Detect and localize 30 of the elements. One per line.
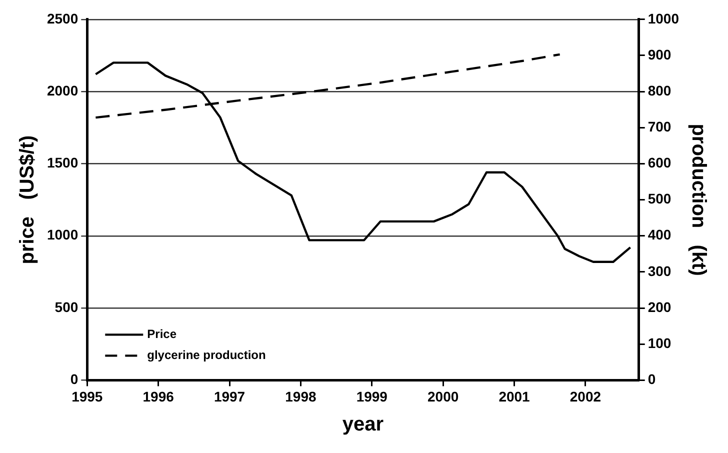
y-tick-label: 0 xyxy=(70,371,78,388)
legend-label: Price xyxy=(147,327,177,342)
y-axis-title: price (US$/t) xyxy=(16,135,39,264)
y-tick-label: 2500 xyxy=(46,10,78,26)
x-tick-label: 1998 xyxy=(285,388,316,404)
x-tick-label: 1997 xyxy=(214,388,246,404)
x-axis-title: year xyxy=(342,414,384,436)
y2-tick-label: 300 xyxy=(648,262,672,279)
y2-tick-label: 700 xyxy=(648,118,672,134)
x-tick-label: 1996 xyxy=(142,388,174,404)
y2-axis-title: production (kt) xyxy=(687,124,710,276)
y2-tick-label: 800 xyxy=(648,82,672,98)
x-tick-label: 2000 xyxy=(428,388,459,404)
y-tick-label: 500 xyxy=(54,298,78,315)
y2-tick-label: 400 xyxy=(648,226,672,243)
x-tick-label: 1995 xyxy=(72,388,103,404)
y-tick-label: 1000 xyxy=(46,226,78,243)
y-tick-label: 2000 xyxy=(46,82,78,98)
y2-tick-label: 1000 xyxy=(648,10,680,26)
x-tick-label: 2002 xyxy=(570,388,602,404)
y2-tick-label: 500 xyxy=(648,190,672,207)
legend-label: glycerine production xyxy=(147,348,266,362)
x-tick-label: 1999 xyxy=(356,388,388,404)
y-tick-label: 1500 xyxy=(46,154,78,171)
y2-tick-label: 600 xyxy=(648,154,672,171)
y2-tick-label: 200 xyxy=(648,298,672,315)
y2-tick-label: 0 xyxy=(648,371,656,388)
x-tick-label: 2001 xyxy=(498,388,530,404)
y2-tick-label: 100 xyxy=(648,334,672,351)
y2-tick-label: 900 xyxy=(648,46,672,62)
